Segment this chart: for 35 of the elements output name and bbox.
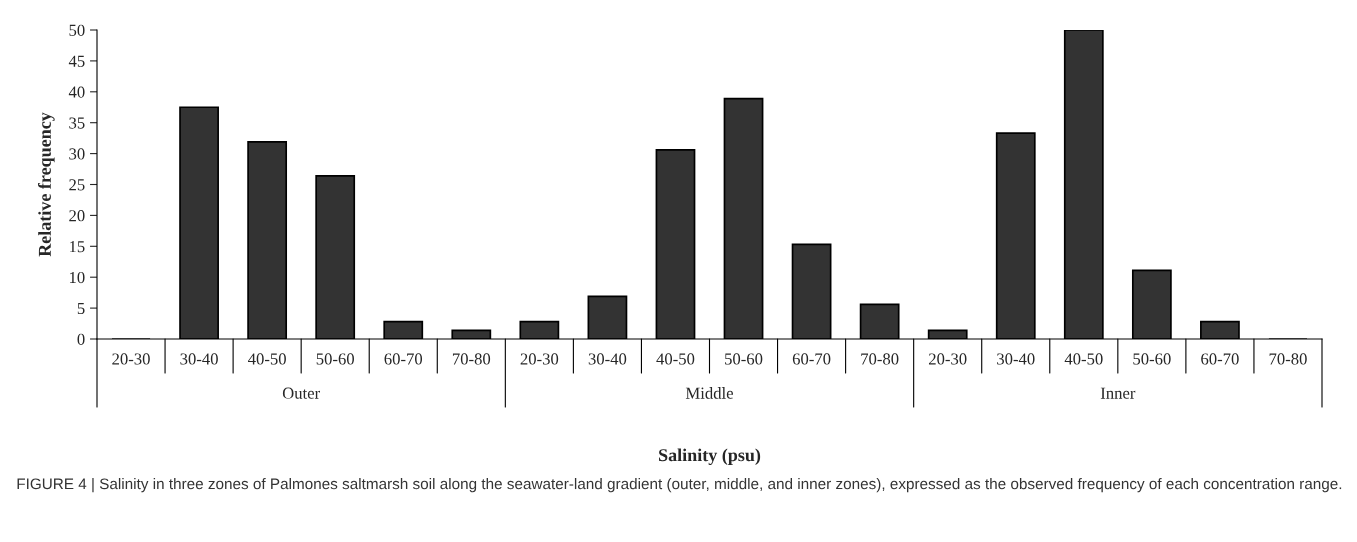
y-tick-label: 45 xyxy=(68,55,85,67)
y-axis-title: Relative frequency xyxy=(38,112,55,257)
x-tick-label: 60-70 xyxy=(792,353,831,365)
y-tick-label: 50 xyxy=(69,24,85,36)
x-tick-label: 30-40 xyxy=(997,353,1035,365)
text: Outer xyxy=(282,387,320,399)
x-tick-label: 30-40 xyxy=(588,353,627,365)
x-tick-label: 20-30 xyxy=(928,353,967,365)
text: Inner xyxy=(1100,387,1136,399)
x-tick-label: 40-50 xyxy=(248,353,286,365)
caption: FIGURE 4 | Salinity in three zones of Palmones saltmarsh soil along the seawater-land gradient (outer, middle, and inner zones), expressed as the observed frequency of each concentration range. xyxy=(17,478,1342,493)
x-tick-label: 40-50 xyxy=(1064,353,1103,365)
y-tick-label: 20 xyxy=(69,210,85,222)
x-tick-label: 50-60 xyxy=(1133,353,1171,365)
x-tick-label: 70-80 xyxy=(861,353,899,365)
y-tick-label: 40 xyxy=(68,86,85,98)
y-tick-label: 0 xyxy=(77,333,85,345)
y-tick-label: 35 xyxy=(69,117,85,129)
x-axis-title: Salinity (psu) xyxy=(659,448,761,465)
y-tick-label: 30 xyxy=(69,148,85,160)
x-tick-label: 70-80 xyxy=(452,353,491,365)
text: Middle xyxy=(685,387,733,399)
x-tick-label: 20-30 xyxy=(112,353,150,365)
x-tick-label: 60-70 xyxy=(1201,353,1239,365)
y-tick-label: 10 xyxy=(69,271,85,284)
x-tick-label: 70-80 xyxy=(1269,353,1307,365)
x-tick-label: 40-50 xyxy=(656,353,695,365)
y-tick-label: 25 xyxy=(69,179,85,191)
y-tick-label: 5 xyxy=(77,302,85,315)
y-tick-label: 15 xyxy=(69,241,85,253)
x-tick-label: 50-60 xyxy=(725,353,763,365)
x-tick-label: 50-60 xyxy=(316,353,354,365)
x-tick-label: 60-70 xyxy=(384,353,423,365)
x-tick-label: 20-30 xyxy=(520,353,559,365)
x-tick-label: 30-40 xyxy=(180,353,218,365)
